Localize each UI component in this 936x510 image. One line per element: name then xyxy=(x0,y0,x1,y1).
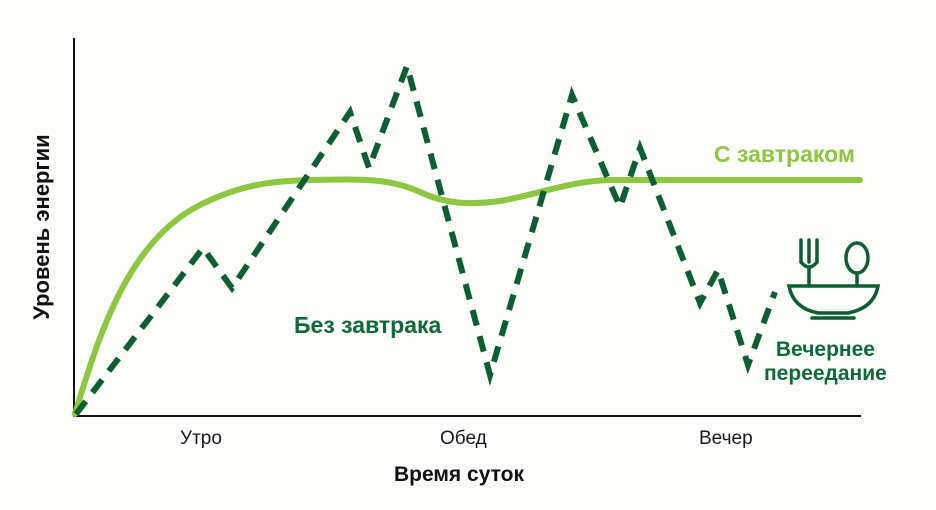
series-with-breakfast-line xyxy=(72,176,863,417)
y-axis-label: Уровень энергии xyxy=(29,134,54,320)
series-without-breakfast-line xyxy=(73,56,778,416)
x-tick-morning: Утро xyxy=(180,428,222,449)
evening-overeating-annotation: Вечернее переедание xyxy=(764,338,887,386)
fork-spoon-bowl-icon xyxy=(786,238,881,320)
annotation-line-1: Вечернее xyxy=(775,338,875,361)
legend-with-breakfast: С завтраком xyxy=(714,141,855,167)
x-tick-lunch: Обед xyxy=(440,428,487,449)
legend-without-breakfast: Без завтрака xyxy=(294,312,442,338)
annotation-line-2: переедание xyxy=(764,362,887,385)
x-tick-evening: Вечер xyxy=(699,428,753,449)
x-axis-label: Время суток xyxy=(394,463,524,486)
